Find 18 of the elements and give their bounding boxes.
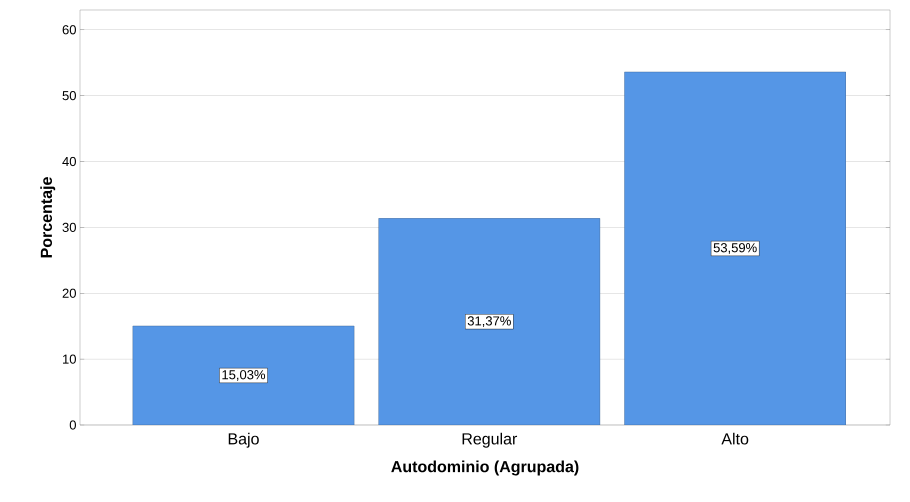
y-tick-label: 40 [62, 156, 76, 166]
data-label: 53,59% [714, 243, 757, 254]
y-tick-label: 20 [62, 288, 76, 298]
y-tick-label: 50 [62, 91, 76, 100]
y-tick-label: 60 [62, 25, 76, 34]
x-tick-label: Regular [462, 432, 518, 448]
bar [378, 218, 600, 425]
x-axis-title: Autodominio (Agrupada) [391, 460, 578, 476]
y-tick-label: 10 [63, 354, 76, 364]
y-tick-label: 0 [70, 420, 76, 430]
data-label: 31,37% [468, 316, 511, 328]
data-label: 15,03% [222, 370, 266, 381]
y-tick-label: 30 [62, 222, 76, 232]
bar [624, 72, 846, 425]
y-axis-title: Porcentaje [40, 177, 56, 258]
bar [132, 326, 354, 425]
x-tick-label: Alto [721, 432, 748, 445]
x-tick-label: Bajo [228, 432, 259, 448]
